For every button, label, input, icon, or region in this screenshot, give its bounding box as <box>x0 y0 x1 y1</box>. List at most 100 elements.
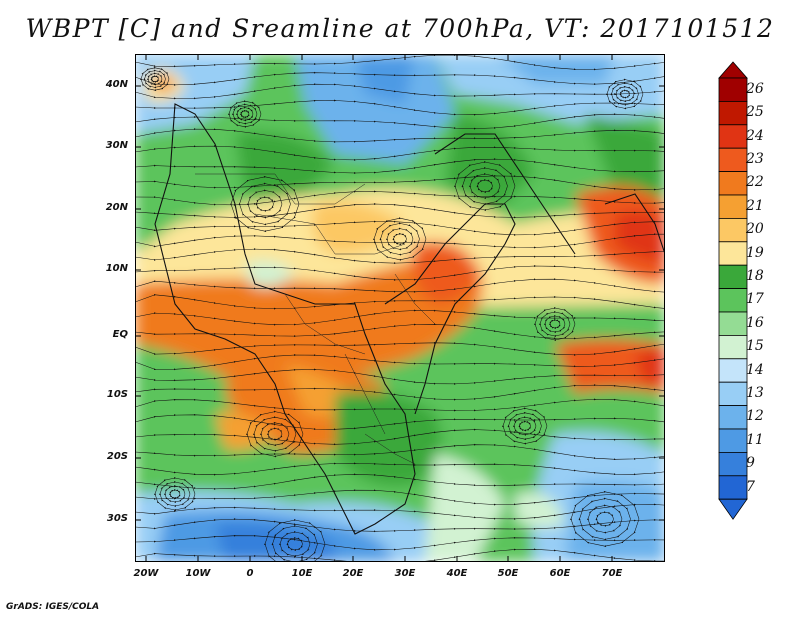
colorbar-label: 22 <box>746 174 764 191</box>
lon-label: 60E <box>549 568 571 579</box>
lon-label: 50E <box>497 568 519 579</box>
lon-label: 10W <box>185 568 211 579</box>
streamlines <box>135 54 665 562</box>
colorbar-label: 19 <box>746 244 764 261</box>
map-panel <box>135 54 665 566</box>
colorbar-label: 23 <box>746 150 764 167</box>
colorbar-swatch <box>718 171 748 196</box>
streamline <box>140 66 170 92</box>
colorbar-swatch <box>718 381 748 407</box>
lon-label: 0 <box>246 568 254 579</box>
lat-label: 30S <box>106 513 128 524</box>
streamline <box>135 398 665 412</box>
colorbar-label: 15 <box>746 338 764 355</box>
colorbar-label: 26 <box>746 80 764 97</box>
streamline <box>135 174 665 191</box>
streamline <box>135 145 665 161</box>
colorbar-label: 11 <box>746 431 764 448</box>
streamline <box>264 519 326 562</box>
colorbar-label: 16 <box>746 314 764 331</box>
colorbar-label: 21 <box>746 197 764 214</box>
colorbar-label: 18 <box>746 267 764 284</box>
streamline <box>135 323 665 340</box>
streamline <box>534 307 576 341</box>
streamline <box>135 473 665 490</box>
streamline <box>246 410 304 458</box>
colorbar-label: 7 <box>746 478 755 495</box>
colorbar-label: 25 <box>746 104 764 121</box>
lat-label: 20N <box>105 202 128 213</box>
streamline <box>135 128 665 143</box>
streamline <box>135 413 665 431</box>
streamline <box>135 83 665 100</box>
borders <box>195 173 436 465</box>
colorbar-swatch <box>718 475 748 500</box>
colorbar-label: 9 <box>746 455 755 472</box>
colorbar-swatch <box>718 77 748 102</box>
axis-ticks <box>135 54 665 562</box>
map-frame <box>135 54 665 562</box>
colorbar-swatch <box>718 194 748 219</box>
colorbar-label: 12 <box>746 408 764 425</box>
lat-label: 40N <box>105 79 128 90</box>
lon-label: 20W <box>133 568 159 579</box>
colorbar-swatch <box>718 311 748 336</box>
lon-label: 70E <box>601 568 623 579</box>
colorbar-swatch <box>718 288 748 313</box>
colorbar-swatch <box>718 101 748 126</box>
streamline <box>135 248 665 265</box>
lat-label: 30N <box>105 140 128 151</box>
streamline <box>502 407 548 445</box>
streamline <box>135 443 665 461</box>
streamline <box>570 490 640 548</box>
colorbar-swatch <box>718 405 748 430</box>
lat-label: 20S <box>106 451 128 462</box>
lat-label: 10N <box>105 263 128 274</box>
wbpt-streamline-map <box>135 54 665 562</box>
colorbar-swatch <box>718 264 748 289</box>
streamline <box>135 384 665 401</box>
colorbar-min-arrow <box>718 498 748 520</box>
streamline <box>606 78 644 110</box>
colorbar-label: 20 <box>746 221 764 238</box>
colorbar-max-arrow <box>718 61 748 79</box>
colorbar-swatch <box>718 217 748 243</box>
colorbar-label: 13 <box>746 384 764 401</box>
lon-label: 40E <box>446 568 468 579</box>
colorbar-swatch <box>718 147 748 172</box>
lat-label: 10S <box>106 389 128 400</box>
colorbar-swatch <box>718 358 748 383</box>
map-title: WBPT [C] and Sreamline at 700hPa, VT: 20… <box>25 14 775 43</box>
colorbar-swatch <box>718 334 748 360</box>
coastlines <box>154 103 665 535</box>
streamline <box>135 158 665 174</box>
colorbar-label: 14 <box>746 361 764 378</box>
streamline <box>228 100 262 128</box>
streamline <box>135 278 665 293</box>
lon-label: 10E <box>291 568 313 579</box>
colorbar <box>718 61 748 520</box>
colorbar-label: 24 <box>746 127 764 144</box>
streamline <box>135 548 665 562</box>
streamline <box>454 161 516 211</box>
lon-label: 30E <box>394 568 416 579</box>
colorbar-swatch <box>718 241 748 266</box>
streamline <box>135 368 665 385</box>
colorbar-swatch <box>718 451 748 477</box>
streamline <box>135 113 665 130</box>
lat-label: EQ <box>112 329 128 340</box>
colorbar-label: 17 <box>746 291 764 308</box>
streamline <box>135 354 665 371</box>
temperature-field <box>135 54 665 562</box>
streamline <box>135 293 665 310</box>
streamline <box>135 203 665 219</box>
grads-credit: GrADS: IGES/COLA <box>6 602 100 612</box>
streamline <box>230 175 300 233</box>
streamline <box>135 309 665 326</box>
streamline <box>135 99 665 116</box>
streamline <box>135 428 665 446</box>
lon-label: 20E <box>342 568 364 579</box>
colorbar-swatch <box>718 428 748 453</box>
streamline <box>154 477 196 511</box>
streamline <box>373 217 427 261</box>
